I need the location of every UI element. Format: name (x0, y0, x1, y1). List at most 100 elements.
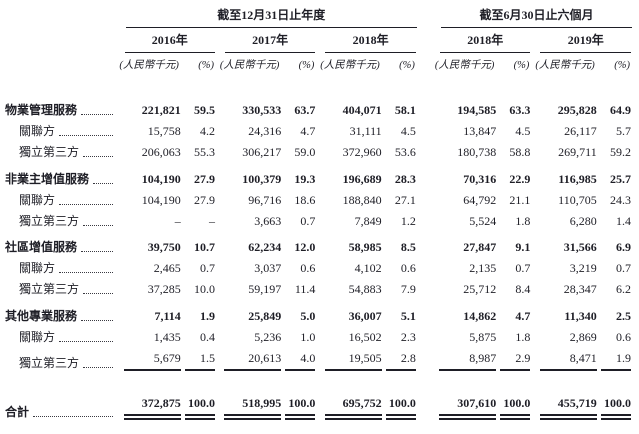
percent-cell: 21.1 (509, 192, 531, 207)
amount-cell: 58,985 (348, 240, 382, 254)
unit-label: (人民幣千元) (219, 60, 280, 71)
column-gap (419, 373, 433, 428)
percent-cell: 28.3 (394, 171, 416, 186)
table-row: 非業主增值服務 104,190 27.9 100,379 19.3 196,689 28.3… (5, 163, 634, 190)
amount-cell: 372,875 (118, 373, 181, 428)
row-label: 其他專業服務 (5, 308, 78, 323)
percent-cell: 1.8 (515, 329, 531, 344)
dot-leader (59, 135, 113, 136)
percent-cell: 8.4 (515, 282, 531, 296)
percent-cell: 0.7 (199, 261, 215, 275)
amount-cell: 306,217 (242, 145, 282, 159)
amount-cell: 13,847 (463, 124, 497, 138)
table-row: 獨立第三方 – – 3,663 0.7 7,849 1.2 5,524 1.8 6,280 1.4 (5, 210, 634, 231)
percent-cell: 10.0 (193, 282, 215, 296)
percent-cell: 12.0 (294, 240, 316, 254)
amount-cell: 25,849 (248, 308, 282, 323)
table-row: 其他專業服務 7,114 1.9 25,849 5.0 36,007 5.1 14,862 4.… (5, 300, 634, 327)
dot-leader (33, 416, 113, 417)
year-header-row: 2016年 2017年 2018年 2018年 2019年 (5, 28, 634, 53)
amount-cell: 27,847 (463, 240, 497, 254)
row-label-cell: 社區增值服務 (5, 231, 118, 258)
dot-leader (59, 340, 113, 342)
dot-leader (93, 182, 113, 184)
row-label: 物業管理服務 (5, 103, 78, 117)
row-label: 關聯方 (19, 124, 56, 138)
column-gap (419, 189, 433, 210)
period-group-interim-title: 截至6月30日止六個月 (440, 8, 632, 28)
amount-cell: 7,849 (354, 213, 382, 228)
percent-cell: 1.9 (199, 308, 215, 323)
percent-cell: 53.6 (394, 145, 416, 159)
column-gap (419, 326, 433, 347)
dot-leader (83, 366, 113, 368)
row-label-cell: 獨立第三方 (5, 210, 118, 231)
amount-cell: 110,705 (558, 192, 597, 207)
table-row: 獨立第三方 206,063 55.3 306,217 59.0 372,960 53.6 18… (5, 142, 634, 163)
year-header-2018: 2018年 (318, 28, 419, 53)
table-row: 關聯方 2,465 0.7 3,037 0.6 4,102 0.6 2,135 0.7 3,219… (5, 258, 634, 279)
amount-cell: 26,117 (564, 124, 597, 138)
amount-cell: 2,869 (569, 329, 597, 344)
table-row: 關聯方 1,435 0.4 5,236 1.0 16,502 2.3 5,875 1.8 2,86… (5, 326, 634, 347)
row-label: 獨立第三方 (19, 145, 80, 159)
column-gap (419, 279, 433, 300)
column-gap (419, 347, 433, 373)
table-row: 關聯方 104,190 27.9 96,716 18.6 188,840 27.1 64,79… (5, 189, 634, 210)
row-label: 關聯方 (19, 192, 56, 207)
percent-cell: 59.5 (193, 103, 215, 117)
amount-cell: 54,883 (348, 282, 382, 296)
amount-cell: 36,007 (348, 308, 382, 323)
amount-cell: 39,750 (147, 240, 181, 254)
percent-label: (%) (298, 60, 315, 71)
amount-cell: 25,712 (463, 282, 497, 296)
percent-label: (%) (513, 60, 530, 71)
percent-cell: 5.0 (300, 308, 316, 323)
percent-cell: 2.8 (382, 347, 419, 373)
amount-cell: 20,613 (218, 347, 282, 373)
row-label-cell: 關聯方 (5, 189, 118, 210)
amount-cell: 104,190 (141, 171, 181, 186)
dot-leader (59, 272, 113, 273)
percent-cell: 58.1 (394, 103, 416, 117)
percent-cell: 100.0 (181, 373, 218, 428)
percent-cell: 27.9 (193, 192, 215, 207)
amount-cell: 104,190 (141, 192, 181, 207)
amount-cell: 269,711 (558, 145, 597, 159)
row-label-cell: 非業主增值服務 (5, 163, 118, 190)
amount-cell: 59,197 (248, 282, 282, 296)
dot-leader (81, 319, 113, 321)
dot-leader (83, 156, 113, 157)
percent-cell: 0.4 (199, 329, 215, 344)
column-gap (419, 163, 433, 190)
amount-cell: 15,758 (147, 124, 181, 138)
row-label-cell: 關聯方 (5, 326, 118, 347)
percent-cell: 22.9 (509, 171, 531, 186)
percent-cell: 18.6 (294, 192, 316, 207)
row-label-cell: 物業管理服務 (5, 72, 118, 121)
percent-cell: 4.2 (199, 124, 215, 138)
percent-cell: 1.9 (597, 347, 634, 373)
percent-cell: 100.0 (281, 373, 318, 428)
amount-cell: 3,037 (254, 261, 282, 275)
percent-cell: 6.2 (616, 282, 631, 296)
amount-cell: 2,135 (469, 261, 497, 275)
percent-cell: 1.2 (400, 213, 416, 228)
percent-cell: 1.4 (616, 213, 631, 228)
amount-cell: 70,316 (463, 171, 497, 186)
percent-cell: 100.0 (597, 373, 634, 428)
amount-cell: 4,102 (354, 261, 382, 275)
row-label: 非業主增值服務 (5, 171, 90, 186)
percent-cell: 6.9 (616, 240, 631, 254)
amount-cell: 307,610 (433, 373, 497, 428)
percent-cell: 19.3 (294, 171, 316, 186)
row-label: 關聯方 (19, 329, 56, 344)
percent-cell: 5.1 (400, 308, 416, 323)
table-row: 獨立第三方 37,285 10.0 59,197 11.4 54,883 7.9 25,712… (5, 279, 634, 300)
unit-label: (人民幣千元) (119, 60, 179, 71)
row-label-cell: 其他專業服務 (5, 300, 118, 327)
amount-cell: 330,533 (242, 103, 282, 117)
percent-label: (%) (198, 60, 214, 71)
percent-cell: 0.6 (400, 261, 416, 275)
